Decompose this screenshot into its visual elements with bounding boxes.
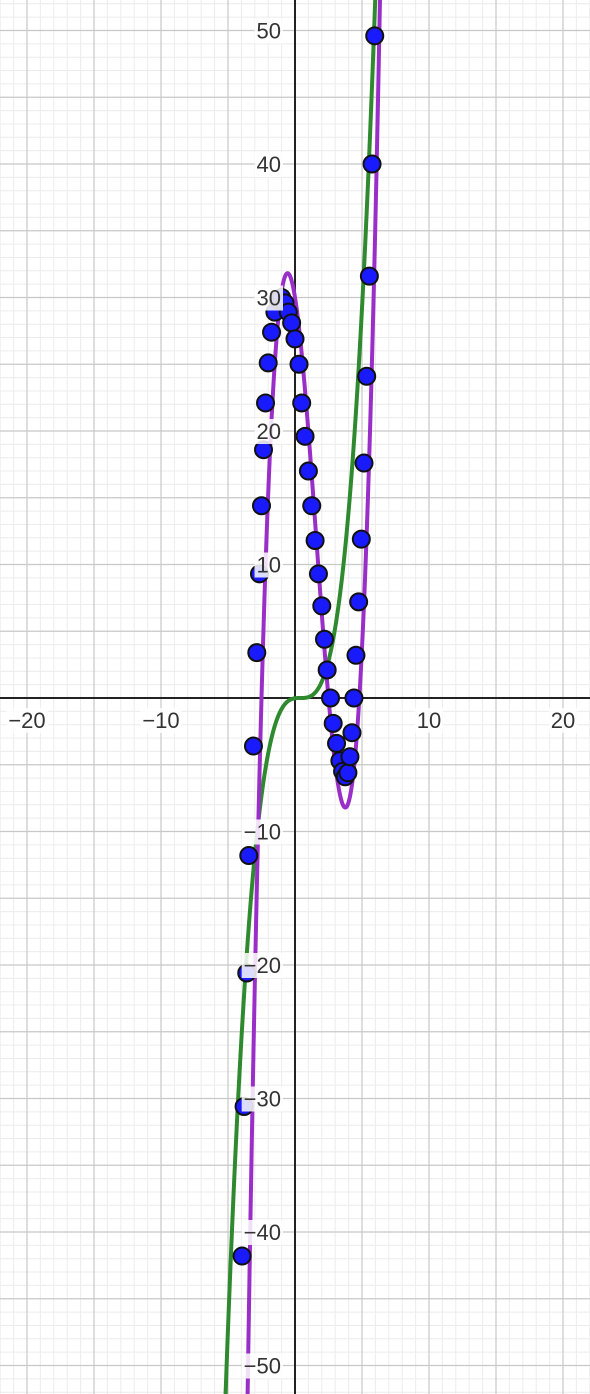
data-point xyxy=(338,763,358,783)
tick-label-background xyxy=(414,708,444,733)
tick-label: 20 xyxy=(257,419,281,444)
tick-label: −20 xyxy=(244,953,281,978)
tick-label: −40 xyxy=(244,1220,281,1245)
data-point xyxy=(321,688,341,708)
data-point xyxy=(252,496,271,516)
tick-label: 10 xyxy=(417,708,441,733)
tick-label-background xyxy=(548,708,578,733)
data-point xyxy=(282,313,302,333)
data-point xyxy=(354,453,374,473)
data-point xyxy=(302,496,322,516)
series-curve-1 xyxy=(223,0,378,1394)
data-point xyxy=(323,713,343,733)
data-point xyxy=(243,736,263,756)
tick-label: −30 xyxy=(244,1087,281,1112)
tick-label-background xyxy=(140,708,182,733)
data-point xyxy=(308,564,328,584)
tick-label: 20 xyxy=(551,708,575,733)
tick-label-background xyxy=(241,953,283,978)
data-point xyxy=(289,354,309,374)
data-point xyxy=(239,846,259,866)
data-point xyxy=(285,329,305,349)
data-point xyxy=(351,529,371,549)
tick-label: −10 xyxy=(142,708,179,733)
data-point xyxy=(298,461,318,481)
data-point xyxy=(258,353,278,373)
tick-label-background xyxy=(254,552,283,578)
data-point xyxy=(362,154,382,174)
tick-label: −10 xyxy=(244,820,281,845)
tick-label-background xyxy=(241,1086,283,1112)
data-point xyxy=(359,266,379,286)
tick-label-background xyxy=(241,1353,283,1379)
data-point xyxy=(365,26,385,46)
tick-label-background xyxy=(254,285,283,311)
data-point xyxy=(357,366,377,386)
data-point xyxy=(305,530,325,550)
data-point xyxy=(312,596,332,616)
data-point xyxy=(247,643,267,663)
data-point xyxy=(349,592,369,612)
data-point xyxy=(317,660,337,680)
data-point xyxy=(262,322,282,342)
tick-label-background xyxy=(241,1220,283,1245)
tick-label: −50 xyxy=(244,1354,281,1379)
tick-label-background xyxy=(6,708,48,733)
data-point xyxy=(295,426,315,446)
tick-label-background xyxy=(241,819,283,845)
tick-label: 40 xyxy=(257,152,281,177)
data-point xyxy=(256,393,276,413)
tick-label-background xyxy=(254,419,283,444)
tick-label-background xyxy=(254,18,283,44)
tick-labels: −20 −10 10 20 50 40 30 20 10 −10 −20 −30 −40 −50 xyxy=(6,18,578,1379)
tick-label: 30 xyxy=(257,286,281,311)
tick-label: −20 xyxy=(8,708,45,733)
tick-label: 50 xyxy=(257,19,281,44)
data-point xyxy=(340,747,360,767)
data-point xyxy=(292,393,312,413)
tick-label: 10 xyxy=(257,553,281,578)
data-point xyxy=(314,629,334,649)
data-point xyxy=(342,723,362,743)
data-point xyxy=(346,645,366,665)
data-point xyxy=(327,733,347,753)
tick-label-background xyxy=(254,152,283,177)
data-point xyxy=(232,1246,252,1266)
data-point xyxy=(344,688,364,708)
series-points xyxy=(232,26,385,1266)
